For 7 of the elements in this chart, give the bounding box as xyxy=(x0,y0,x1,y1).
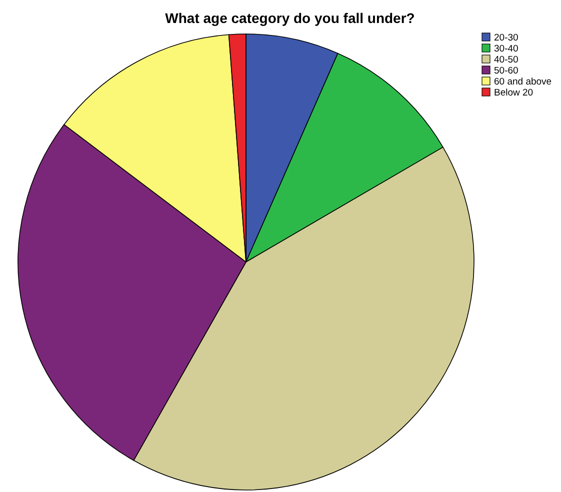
legend-label: 50-60 xyxy=(494,66,518,76)
legend-label: 20-30 xyxy=(494,32,518,44)
chart-title: What age category do you fall under? xyxy=(165,10,415,26)
legend-label: 60 and above xyxy=(494,76,552,88)
legend-label: 40-50 xyxy=(494,54,518,66)
legend-label: Below 20 xyxy=(494,88,534,98)
legend-label: 30-40 xyxy=(494,44,518,54)
